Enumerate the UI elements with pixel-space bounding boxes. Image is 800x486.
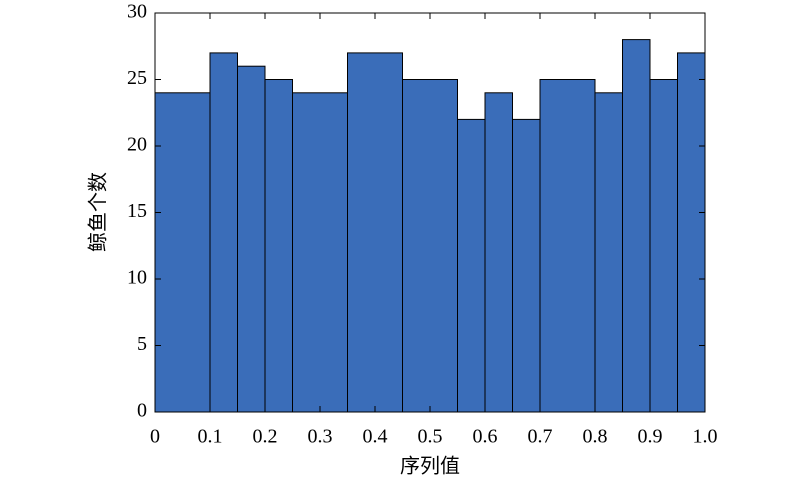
bar	[594, 92, 623, 413]
y-axis-label: 鲸鱼个数	[87, 172, 110, 252]
bar	[622, 39, 651, 413]
x-tick-label: 0	[150, 426, 160, 448]
x-tick-label: 0.7	[528, 426, 553, 448]
y-tick-label: 25	[127, 67, 147, 89]
x-tick-label: 0.5	[418, 426, 443, 448]
bar	[402, 79, 458, 413]
x-axis-label: 序列值	[400, 455, 460, 478]
bar	[154, 92, 211, 413]
x-tick-label: 0.4	[363, 426, 388, 448]
bar	[677, 52, 706, 413]
x-tick-label: 0.9	[638, 426, 663, 448]
bar	[237, 65, 266, 413]
y-tick-label: 15	[127, 200, 147, 222]
bar	[347, 52, 403, 413]
bar	[209, 52, 238, 413]
bar	[264, 79, 293, 413]
bar	[457, 118, 486, 413]
y-tick-label: 0	[137, 400, 147, 422]
x-tick-label: 0.6	[473, 426, 498, 448]
bar	[484, 92, 513, 413]
x-tick-label: 0.1	[198, 426, 223, 448]
bar	[292, 92, 348, 413]
y-tick-label: 5	[137, 333, 147, 355]
x-tick-label: 0.2	[253, 426, 278, 448]
y-tick-label: 10	[127, 267, 147, 289]
bar	[649, 79, 678, 413]
x-tick-label: 1.0	[693, 426, 718, 448]
x-tick-label: 0.3	[308, 426, 333, 448]
y-tick-label: 20	[127, 134, 147, 156]
bar	[539, 79, 596, 413]
bar	[512, 118, 541, 413]
y-tick-label: 30	[127, 1, 147, 23]
x-tick-label: 0.8	[583, 426, 608, 448]
